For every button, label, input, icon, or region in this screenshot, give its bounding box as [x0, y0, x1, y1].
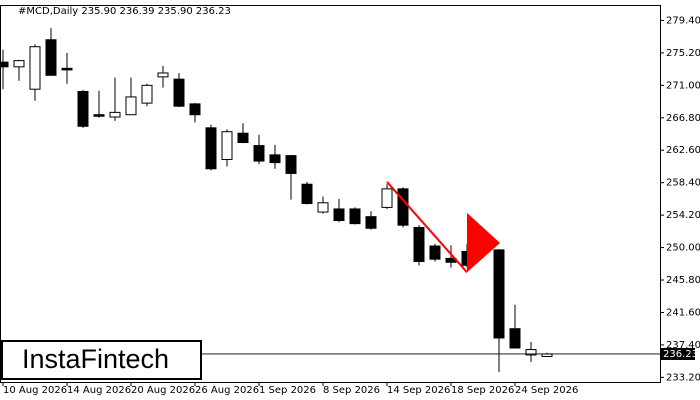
y-tick-label: 279.40 [666, 15, 700, 26]
candle [493, 249, 505, 372]
y-tick-label: 262.60 [666, 145, 700, 156]
candle [525, 341, 537, 362]
y-tick-label: 275.20 [666, 48, 700, 59]
pattern-pole [386, 181, 468, 273]
candle-body [397, 188, 409, 226]
candle [333, 198, 345, 223]
candle-body [429, 245, 441, 260]
plot-frame [0, 5, 661, 383]
candle-body [413, 226, 425, 262]
candle [349, 207, 361, 225]
candle-body [205, 127, 217, 170]
candle-body [157, 72, 169, 78]
x-tick-label: 8 Sep 2026 [323, 385, 380, 396]
y-tick-label: 258.40 [666, 178, 700, 189]
candle [269, 144, 281, 169]
x-tick-label: 20 Aug 2026 [131, 385, 195, 396]
candle [61, 52, 73, 84]
candle-body [109, 111, 121, 118]
candle-body [45, 39, 57, 76]
x-tick-label: 14 Aug 2026 [67, 385, 131, 396]
candle-body [349, 208, 361, 225]
candle-body [0, 61, 9, 68]
last-price-label: 236.23 [663, 349, 698, 360]
candle [189, 103, 201, 123]
candle [445, 245, 457, 268]
y-tick-label: 271.00 [666, 80, 700, 91]
candle [317, 196, 329, 214]
candle [77, 89, 89, 128]
y-tick-label: 237.40 [666, 340, 700, 351]
x-tick-label: 10 Aug 2026 [3, 385, 67, 396]
candle-body [189, 103, 201, 116]
candle [509, 304, 521, 349]
candle-body [317, 202, 329, 213]
candle-body [253, 145, 265, 162]
candle [93, 90, 105, 118]
candle [125, 77, 137, 116]
candle [237, 123, 249, 144]
chart-title: #MCD,Daily 235.90 236.39 235.90 236.23 [18, 6, 231, 17]
candle [205, 124, 217, 171]
candle [29, 44, 41, 101]
candle-body [141, 84, 153, 104]
candle [45, 28, 57, 76]
x-tick-label: 14 Sep 2026 [387, 385, 450, 396]
candle [381, 184, 393, 209]
candle [0, 49, 9, 90]
candle-body [237, 132, 249, 144]
candle [253, 134, 265, 165]
candle-body [221, 131, 233, 161]
candle [285, 154, 297, 200]
candle-body [525, 349, 537, 356]
candle [429, 243, 441, 262]
candle-body [493, 249, 505, 339]
candle-body [125, 96, 137, 116]
candle-body [269, 154, 281, 164]
x-tick-label: 26 Aug 2026 [195, 385, 259, 396]
x-tick-label: 18 Sep 2026 [451, 385, 514, 396]
candle [157, 66, 169, 88]
candle-body [77, 91, 89, 127]
y-tick-label: 250.00 [666, 243, 700, 254]
logo: InstaFintech [22, 344, 169, 374]
candle-body [509, 328, 521, 349]
candle-body [333, 208, 345, 222]
y-tick-label: 254.20 [666, 210, 700, 221]
x-tick-label: 24 Sep 2026 [515, 385, 578, 396]
candle-body [285, 155, 297, 174]
candle [365, 211, 377, 230]
x-tick-label: 1 Sep 2026 [259, 385, 316, 396]
candle [541, 352, 553, 358]
candle-body [301, 183, 313, 205]
candle [221, 129, 233, 167]
candle-body [61, 67, 73, 71]
last-price-box [661, 347, 695, 360]
candle [397, 187, 409, 228]
candle [13, 59, 25, 81]
candle-body [173, 78, 185, 107]
candle [109, 77, 121, 121]
candle [301, 181, 313, 205]
candle-body [381, 188, 393, 208]
candle-body [29, 46, 41, 90]
y-tick-label: 266.80 [666, 113, 700, 124]
candle [173, 72, 185, 107]
candle [413, 225, 425, 266]
y-tick-label: 233.20 [666, 372, 700, 383]
candle-body [13, 60, 25, 68]
candle [141, 83, 153, 107]
logo-box [1, 340, 202, 380]
pattern-flag [467, 212, 500, 273]
candle-body [93, 114, 105, 117]
y-tick-label: 245.80 [666, 275, 700, 286]
candle-body [365, 216, 377, 229]
y-tick-label: 241.60 [666, 307, 700, 318]
